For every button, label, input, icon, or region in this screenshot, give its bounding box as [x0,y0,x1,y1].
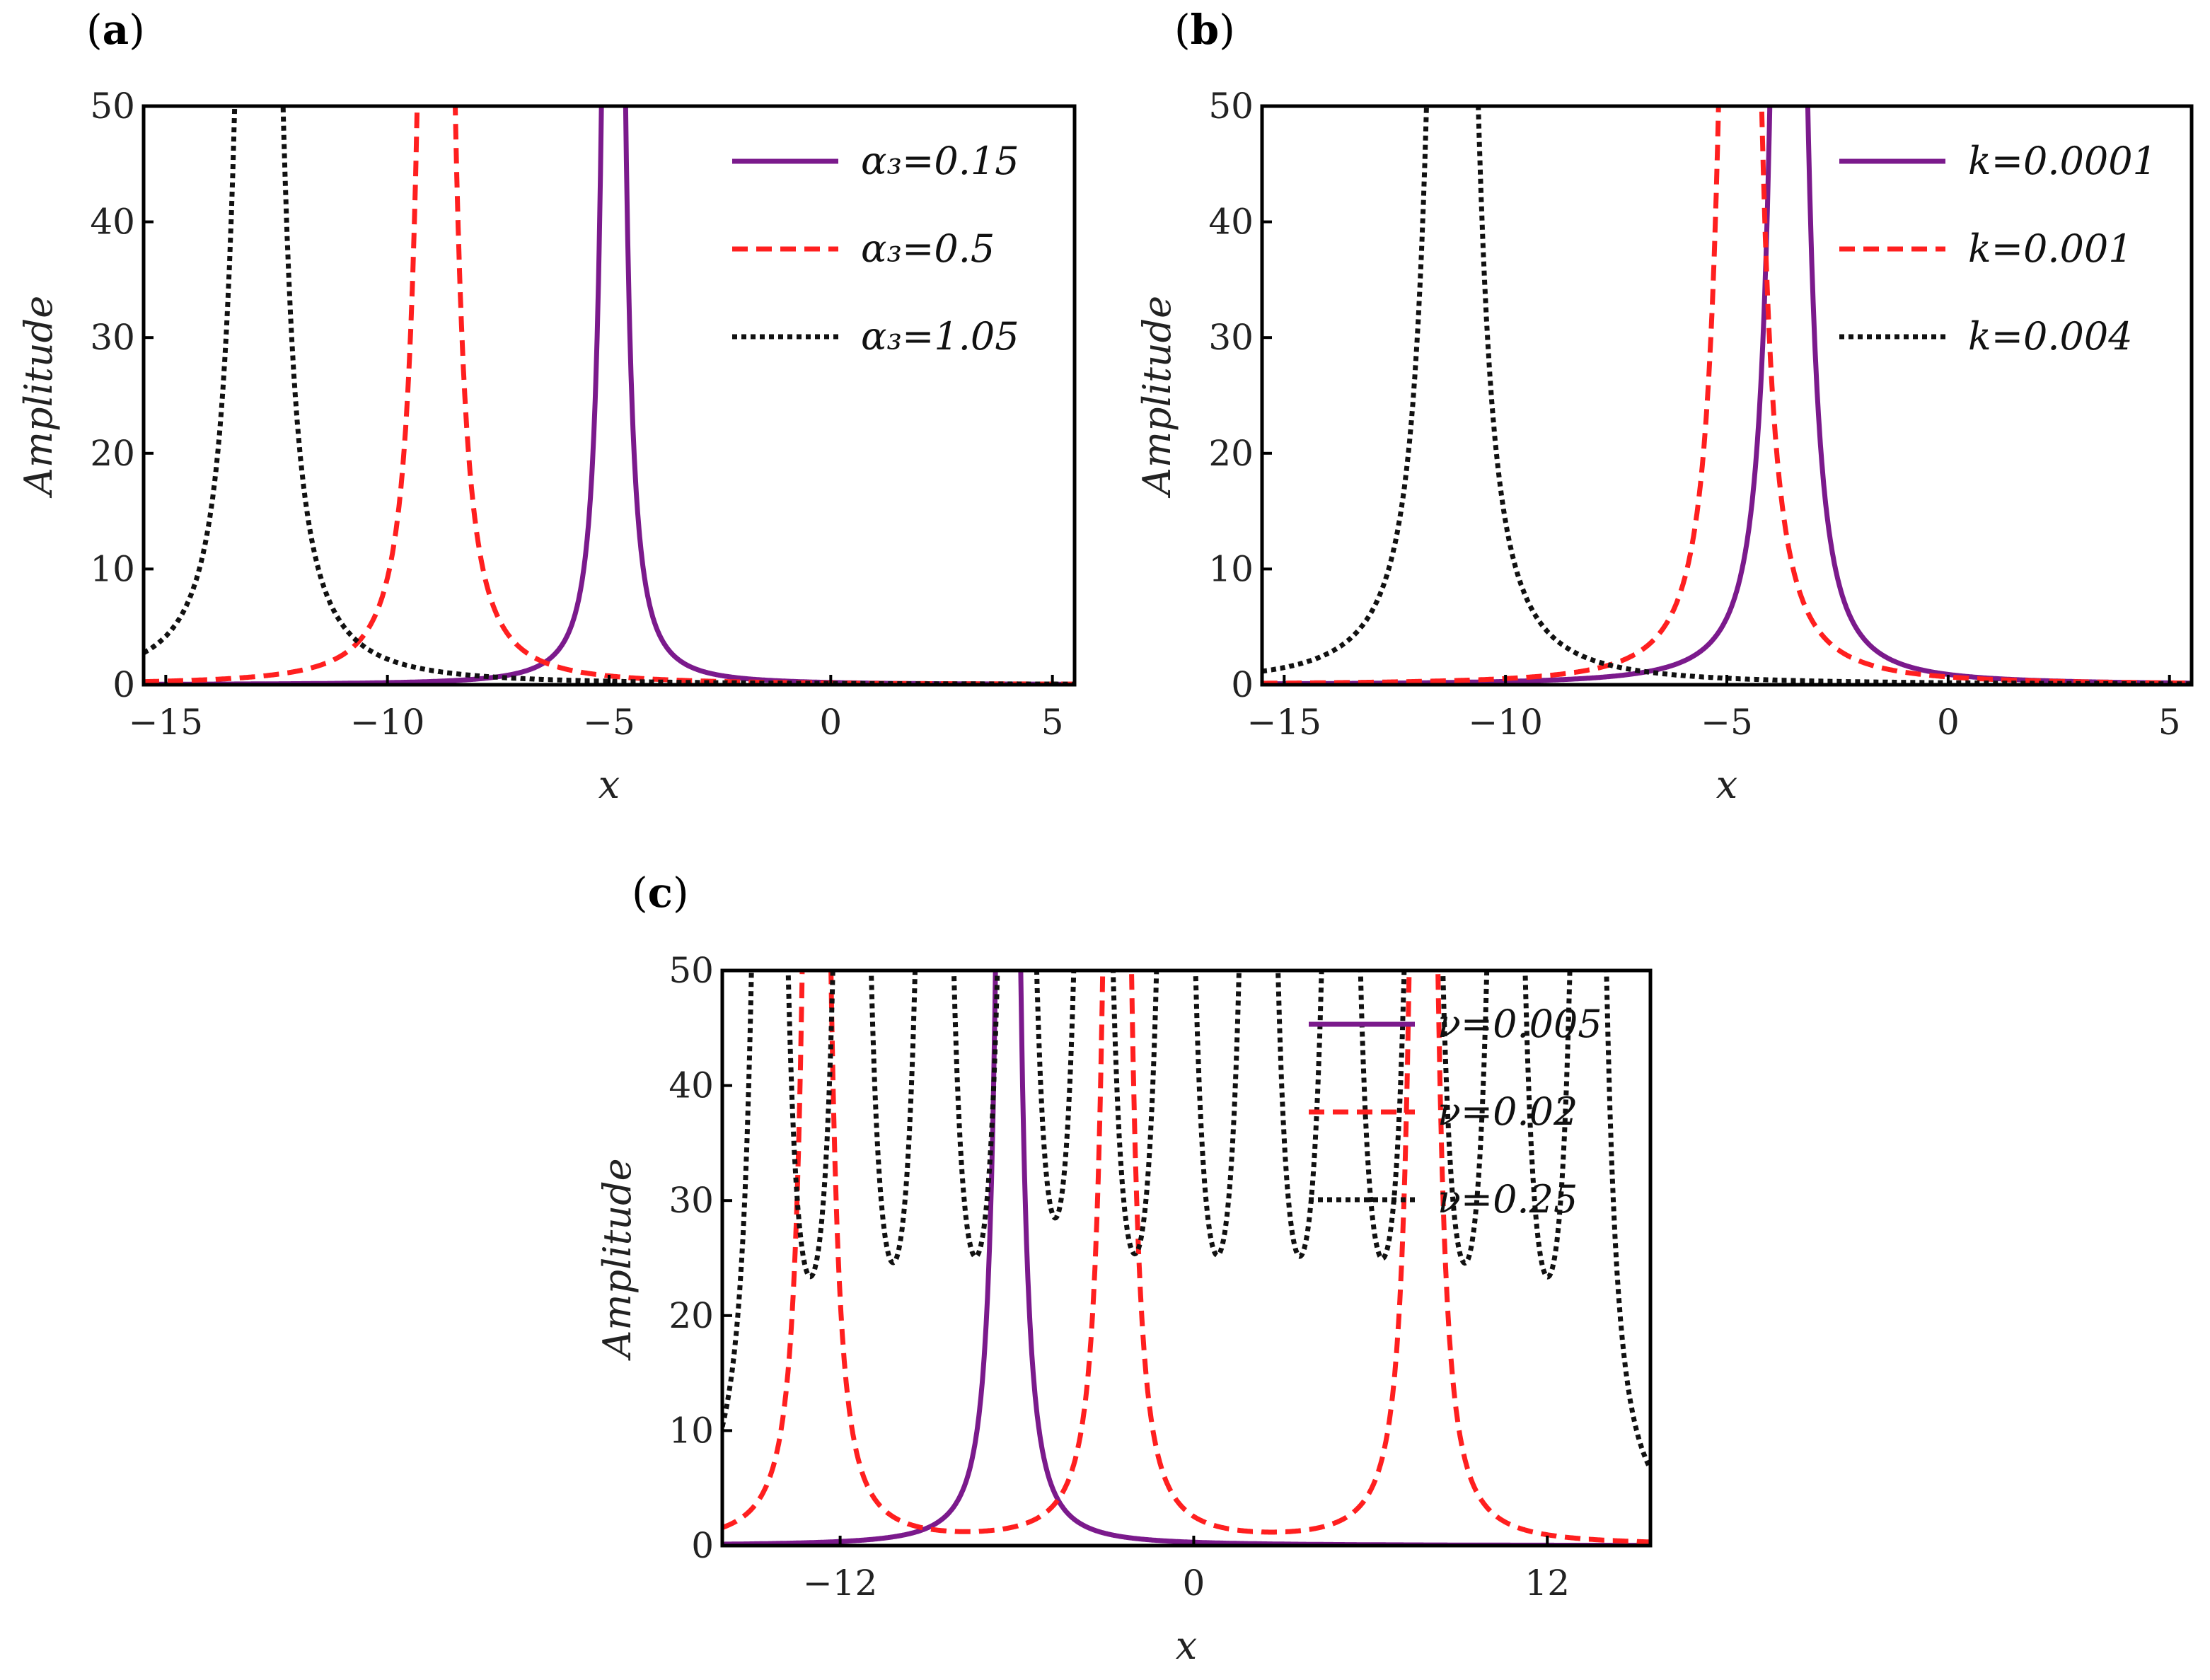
y-tick-label-b: 0 [1231,664,1254,705]
legend-label-b-0: k=0.0001 [1968,139,2157,183]
x-tick-label-b: −5 [1701,702,1753,743]
x-axis-label-a: x [598,763,620,807]
y-tick-label-b: 50 [1208,86,1254,127]
y-tick-label-a: 40 [90,202,135,243]
plot-frame-b [1260,104,2194,687]
legend-label-c-0: ν=0.005 [1437,1002,1602,1046]
chart-panel-b: −15 −10 −5 0 501020304050xAmplitudek=0.0001k… [1135,86,2194,807]
y-tick-label-c: 50 [669,950,714,991]
y-tick-label-b: 30 [1208,317,1254,358]
legend-label-b-1: k=0.001 [1968,226,2133,271]
x-tick-label-c: 0 [1183,1563,1205,1604]
series-line-b-1 [1262,106,2192,685]
y-tick-label-a: 0 [112,664,135,705]
series-line-c-1 [722,971,1650,1545]
y-tick-label-b: 20 [1208,433,1254,474]
y-tick-label-a: 20 [90,433,135,474]
x-tick-label-b: −15 [1247,702,1322,743]
chart-panel-c: −12 0 12 0 10 20 30 40 50 x Amplitude ν=0.005 ν=0.02… [595,950,1653,1668]
y-tick-label-c: 0 [691,1525,714,1566]
legend-label-a-0: α₃=0.15 [861,139,1019,183]
y-tick-label-a: 50 [90,86,135,127]
x-tick-label-b: 0 [1937,702,1960,743]
y-tick-label-c: 30 [669,1180,714,1221]
y-tick-label-b: 10 [1208,548,1254,589]
y-tick-label-c: 20 [669,1295,714,1336]
y-axis-label-b: Amplitude [1135,296,1179,499]
y-tick-label-c: 40 [669,1065,714,1106]
x-tick-label-a: −5 [583,702,635,743]
x-tick-label-a: −15 [129,702,204,743]
y-tick-label-c: 10 [669,1410,714,1451]
x-tick-label-a: −10 [350,702,425,743]
x-axis-label-c: x [1176,1623,1197,1668]
y-axis-label-c: Amplitude [595,1158,640,1361]
legend-label-c-1: ν=0.02 [1437,1089,1578,1134]
y-tick-label-a: 30 [90,317,135,358]
x-tick-label-b: −10 [1468,702,1543,743]
plot-frame-c [720,968,1653,1548]
x-tick-label-a: 0 [819,702,842,743]
legend-label-a-2: α₃=1.05 [861,314,1019,359]
chart-panel-a: −15 −10 −5 0 501020304050xAmplitudeα₃=0.15α₃… [16,86,1077,807]
x-tick-label-b: 5 [2158,702,2181,743]
legend-label-c-2: ν=0.25 [1437,1177,1578,1222]
panel-label-a: (a) [86,6,145,54]
x-tick-label-c: −12 [803,1563,878,1604]
y-axis-label-a: Amplitude [16,296,61,499]
panel-label-c: (c) [632,869,689,917]
x-tick-label-a: 5 [1041,702,1064,743]
panel-label-b: (b) [1174,6,1235,54]
legend-label-a-1: α₃=0.5 [861,226,995,271]
legend-label-b-2: k=0.004 [1968,314,2133,359]
x-axis-label-b: x [1716,763,1737,807]
series-line-c-2 [722,971,1650,1471]
y-tick-label-a: 10 [90,548,135,589]
x-tick-label-c: 12 [1525,1563,1570,1604]
y-tick-label-b: 40 [1208,202,1254,243]
